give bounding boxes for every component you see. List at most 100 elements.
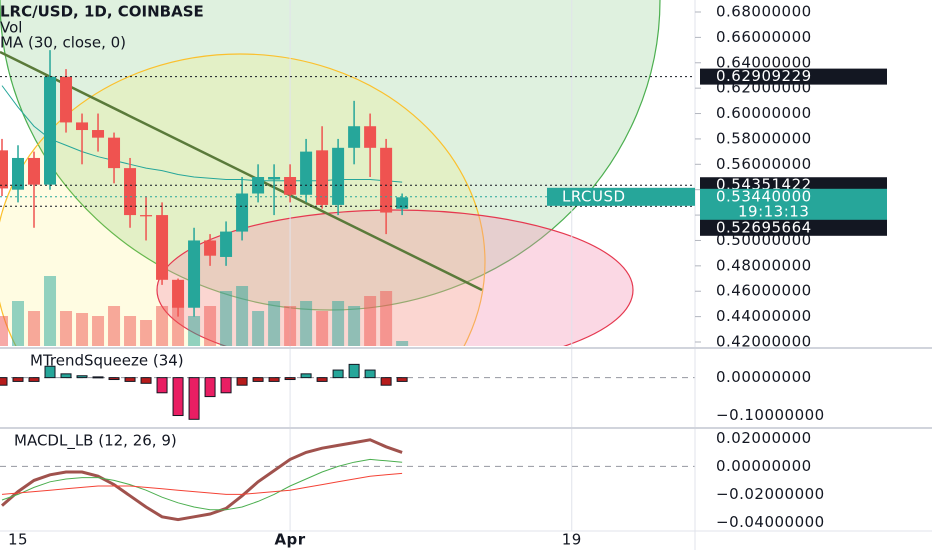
level-label-bg	[700, 219, 887, 236]
y-tick-label: 0.60000000	[716, 104, 812, 122]
candle-body	[108, 137, 121, 169]
squeeze-bar	[76, 375, 88, 379]
squeeze-bar	[28, 377, 40, 382]
x-tick-label: 19	[562, 531, 582, 549]
squeeze-bar	[348, 363, 360, 379]
y-tick-label: −0.04000000	[716, 513, 825, 531]
plot	[0, 0, 695, 531]
squeeze-bar	[188, 377, 200, 420]
y-tick-label: 0.46000000	[716, 282, 812, 300]
squeeze-bar	[44, 365, 56, 379]
squeeze-bar	[172, 377, 184, 417]
drawings	[0, 0, 661, 346]
volume-bar	[156, 306, 169, 346]
volume-bar	[236, 286, 249, 346]
candle-body	[92, 130, 105, 138]
volume-bar	[268, 301, 281, 346]
volume-bar	[92, 316, 105, 346]
level-label: 0.62909229	[716, 67, 812, 85]
volume-bar	[12, 301, 25, 346]
volume-bar	[220, 291, 233, 346]
ma-label: MA (30, close, 0)	[0, 34, 126, 52]
candle-body	[284, 177, 297, 195]
volume-bar	[140, 320, 153, 346]
volume-bar	[172, 306, 185, 346]
level-label-bg	[700, 68, 887, 85]
candle-body	[236, 193, 249, 232]
y-tick-label: 0.56000000	[716, 155, 812, 173]
volume-bar	[316, 311, 329, 346]
candle-body	[60, 76, 73, 123]
y-tick-label: 0.02000000	[716, 429, 812, 447]
volume-bar	[44, 276, 57, 346]
volume-bar	[300, 301, 313, 346]
squeeze-bar	[140, 377, 152, 384]
candle-body	[44, 76, 57, 185]
y-tick-label: 0.42000000	[716, 333, 812, 351]
macd-line	[1, 458, 403, 511]
candle-body	[300, 151, 313, 195]
y-tick-label: −0.02000000	[716, 485, 825, 503]
volume-bar	[204, 306, 217, 346]
trend-line	[0, 50, 483, 292]
macd-line	[1, 438, 403, 522]
volume-bar	[124, 316, 137, 346]
candle-body	[124, 168, 137, 216]
volume-bar	[60, 311, 73, 346]
squeeze-bar	[268, 377, 280, 382]
x-tick-label: Apr	[274, 531, 305, 549]
squeeze-title: MTrendSqueeze (34)	[30, 352, 184, 370]
candle-body	[316, 150, 329, 205]
x-tick-label: 15	[8, 531, 28, 549]
candle-body	[364, 126, 377, 148]
candle-body	[0, 150, 9, 189]
volume-bar	[188, 316, 201, 346]
y-tick-label: 0.44000000	[716, 307, 812, 325]
candle-body	[380, 147, 393, 213]
volume-bar	[348, 306, 361, 346]
y-tick-label: 0.66000000	[716, 28, 812, 46]
y-tick-label: 0.64000000	[716, 53, 812, 71]
last-price-label: 0.53440000	[716, 187, 812, 205]
squeeze-bar	[92, 376, 104, 379]
squeeze-bar	[204, 377, 216, 398]
volume-bar	[284, 306, 297, 346]
candle-body	[252, 177, 265, 194]
squeeze-bar	[332, 369, 344, 379]
volume-bar	[380, 291, 393, 346]
candle-body	[268, 177, 281, 180]
y-tick-label: 0.48000000	[716, 256, 812, 274]
candle-body	[188, 240, 201, 308]
volume-bar	[108, 306, 121, 346]
countdown: 19:13:13	[738, 202, 809, 220]
y-tick-label: −0.10000000	[716, 406, 825, 424]
y-tick-label: 0.58000000	[716, 129, 812, 147]
squeeze-bar	[300, 373, 312, 379]
squeeze-bar	[252, 377, 264, 382]
y-tick-label: 0.00000000	[716, 457, 812, 475]
squeeze-bar	[108, 377, 120, 381]
squeeze-bar	[380, 377, 392, 386]
volume-bar	[364, 296, 377, 346]
candle-body	[12, 157, 25, 190]
squeeze-bar	[60, 373, 72, 379]
candle-body	[220, 231, 233, 257]
macd-line	[1, 472, 403, 495]
squeeze-bar	[12, 377, 24, 382]
candle-body	[204, 240, 217, 256]
squeeze-bar	[0, 377, 8, 386]
volume-bar	[252, 311, 265, 346]
squeeze-bar	[156, 377, 168, 394]
volume-bar	[396, 341, 409, 346]
candle-body	[396, 197, 409, 209]
squeeze-bar	[124, 377, 136, 382]
candle-body	[172, 279, 185, 308]
squeeze-bar	[236, 377, 248, 386]
volume-bar	[76, 313, 89, 346]
chart-title: LRC/USD, 1D, COINBASE	[0, 3, 204, 21]
squeeze-bar	[396, 377, 408, 382]
squeeze-bar	[316, 377, 328, 382]
squeeze-bar	[284, 377, 296, 381]
candle-body	[28, 157, 41, 185]
